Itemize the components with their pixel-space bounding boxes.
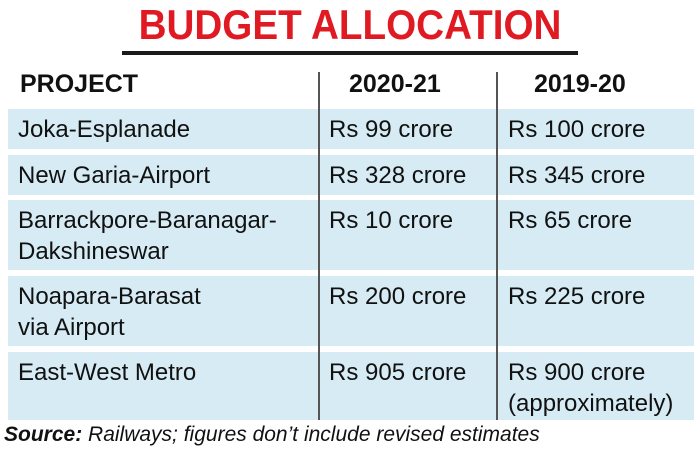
- allocation-2019-20: Rs 345 crore: [508, 160, 645, 191]
- allocation-line: Rs 328 crore: [329, 162, 467, 189]
- column-divider: [496, 72, 498, 420]
- allocation-2020-21: Rs 200 crore: [329, 281, 466, 312]
- project-name: Noapara-Barasat via Airport: [18, 281, 201, 343]
- header-year-2019-20: 2019-20: [534, 70, 626, 98]
- source-note: Source: Railways; figures don’t include …: [4, 421, 540, 449]
- table-header: PROJECT 2020-21 2019-20: [0, 66, 700, 106]
- project-name-line: Noapara-Barasat: [18, 283, 201, 310]
- project-name: East-West Metro: [18, 357, 196, 388]
- project-name-line: Dakshineswar: [18, 238, 169, 265]
- allocation-line: Rs 905 crore: [329, 359, 467, 386]
- project-name-line: via Airport: [18, 314, 125, 341]
- table-title: BUDGET ALLOCATION: [138, 1, 562, 48]
- allocation-line: Rs 10 crore: [329, 207, 454, 234]
- allocation-2020-21: Rs 10 crore: [329, 205, 453, 236]
- table-row: East-West Metro Rs 905 crore Rs 900 cror…: [8, 352, 694, 420]
- header-year-2020-21: 2020-21: [349, 70, 441, 98]
- allocation-line: Rs 345 crore: [508, 162, 646, 189]
- table-row: Noapara-Barasat via Airport Rs 200 crore…: [8, 276, 694, 346]
- allocation-2020-21: Rs 99 crore: [329, 114, 453, 145]
- column-divider: [318, 72, 320, 420]
- allocation-2019-20: Rs 65 crore: [508, 205, 632, 236]
- project-name: Barrackpore-Baranagar- Dakshineswar: [18, 205, 277, 267]
- allocation-line: Rs 225 crore: [508, 283, 646, 310]
- title-underline: [122, 51, 578, 55]
- allocation-line: Rs 200 crore: [329, 283, 467, 310]
- table-row: New Garia-Airport Rs 328 crore Rs 345 cr…: [8, 155, 694, 195]
- allocation-2020-21: Rs 328 crore: [329, 160, 466, 191]
- project-name: New Garia-Airport: [18, 160, 210, 191]
- project-name-line: Barrackpore-Baranagar-: [18, 207, 277, 234]
- source-label: Source:: [4, 423, 83, 446]
- allocation-2019-20: Rs 225 crore: [508, 281, 645, 312]
- project-name: Joka-Esplanade: [18, 114, 190, 145]
- allocation-line: Rs 100 crore: [508, 116, 646, 143]
- table-row: Joka-Esplanade Rs 99 crore Rs 100 crore: [8, 109, 694, 149]
- allocation-line: Rs 900 crore: [508, 359, 646, 386]
- project-name-line: Joka-Esplanade: [18, 116, 191, 143]
- allocation-line: (approximately): [508, 390, 674, 417]
- table-row: Barrackpore-Baranagar- Dakshineswar Rs 1…: [8, 200, 694, 270]
- project-name-line: New Garia-Airport: [18, 162, 211, 189]
- allocation-line: Rs 99 crore: [329, 116, 454, 143]
- allocation-2019-20: Rs 100 crore: [508, 114, 645, 145]
- allocation-2020-21: Rs 905 crore: [329, 357, 466, 388]
- allocation-line: Rs 65 crore: [508, 207, 633, 234]
- source-text: Railways; figures don’t include revised …: [82, 423, 540, 446]
- header-project: PROJECT: [20, 70, 139, 98]
- project-name-line: East-West Metro: [18, 359, 197, 386]
- allocation-2019-20: Rs 900 crore (approximately): [508, 357, 673, 419]
